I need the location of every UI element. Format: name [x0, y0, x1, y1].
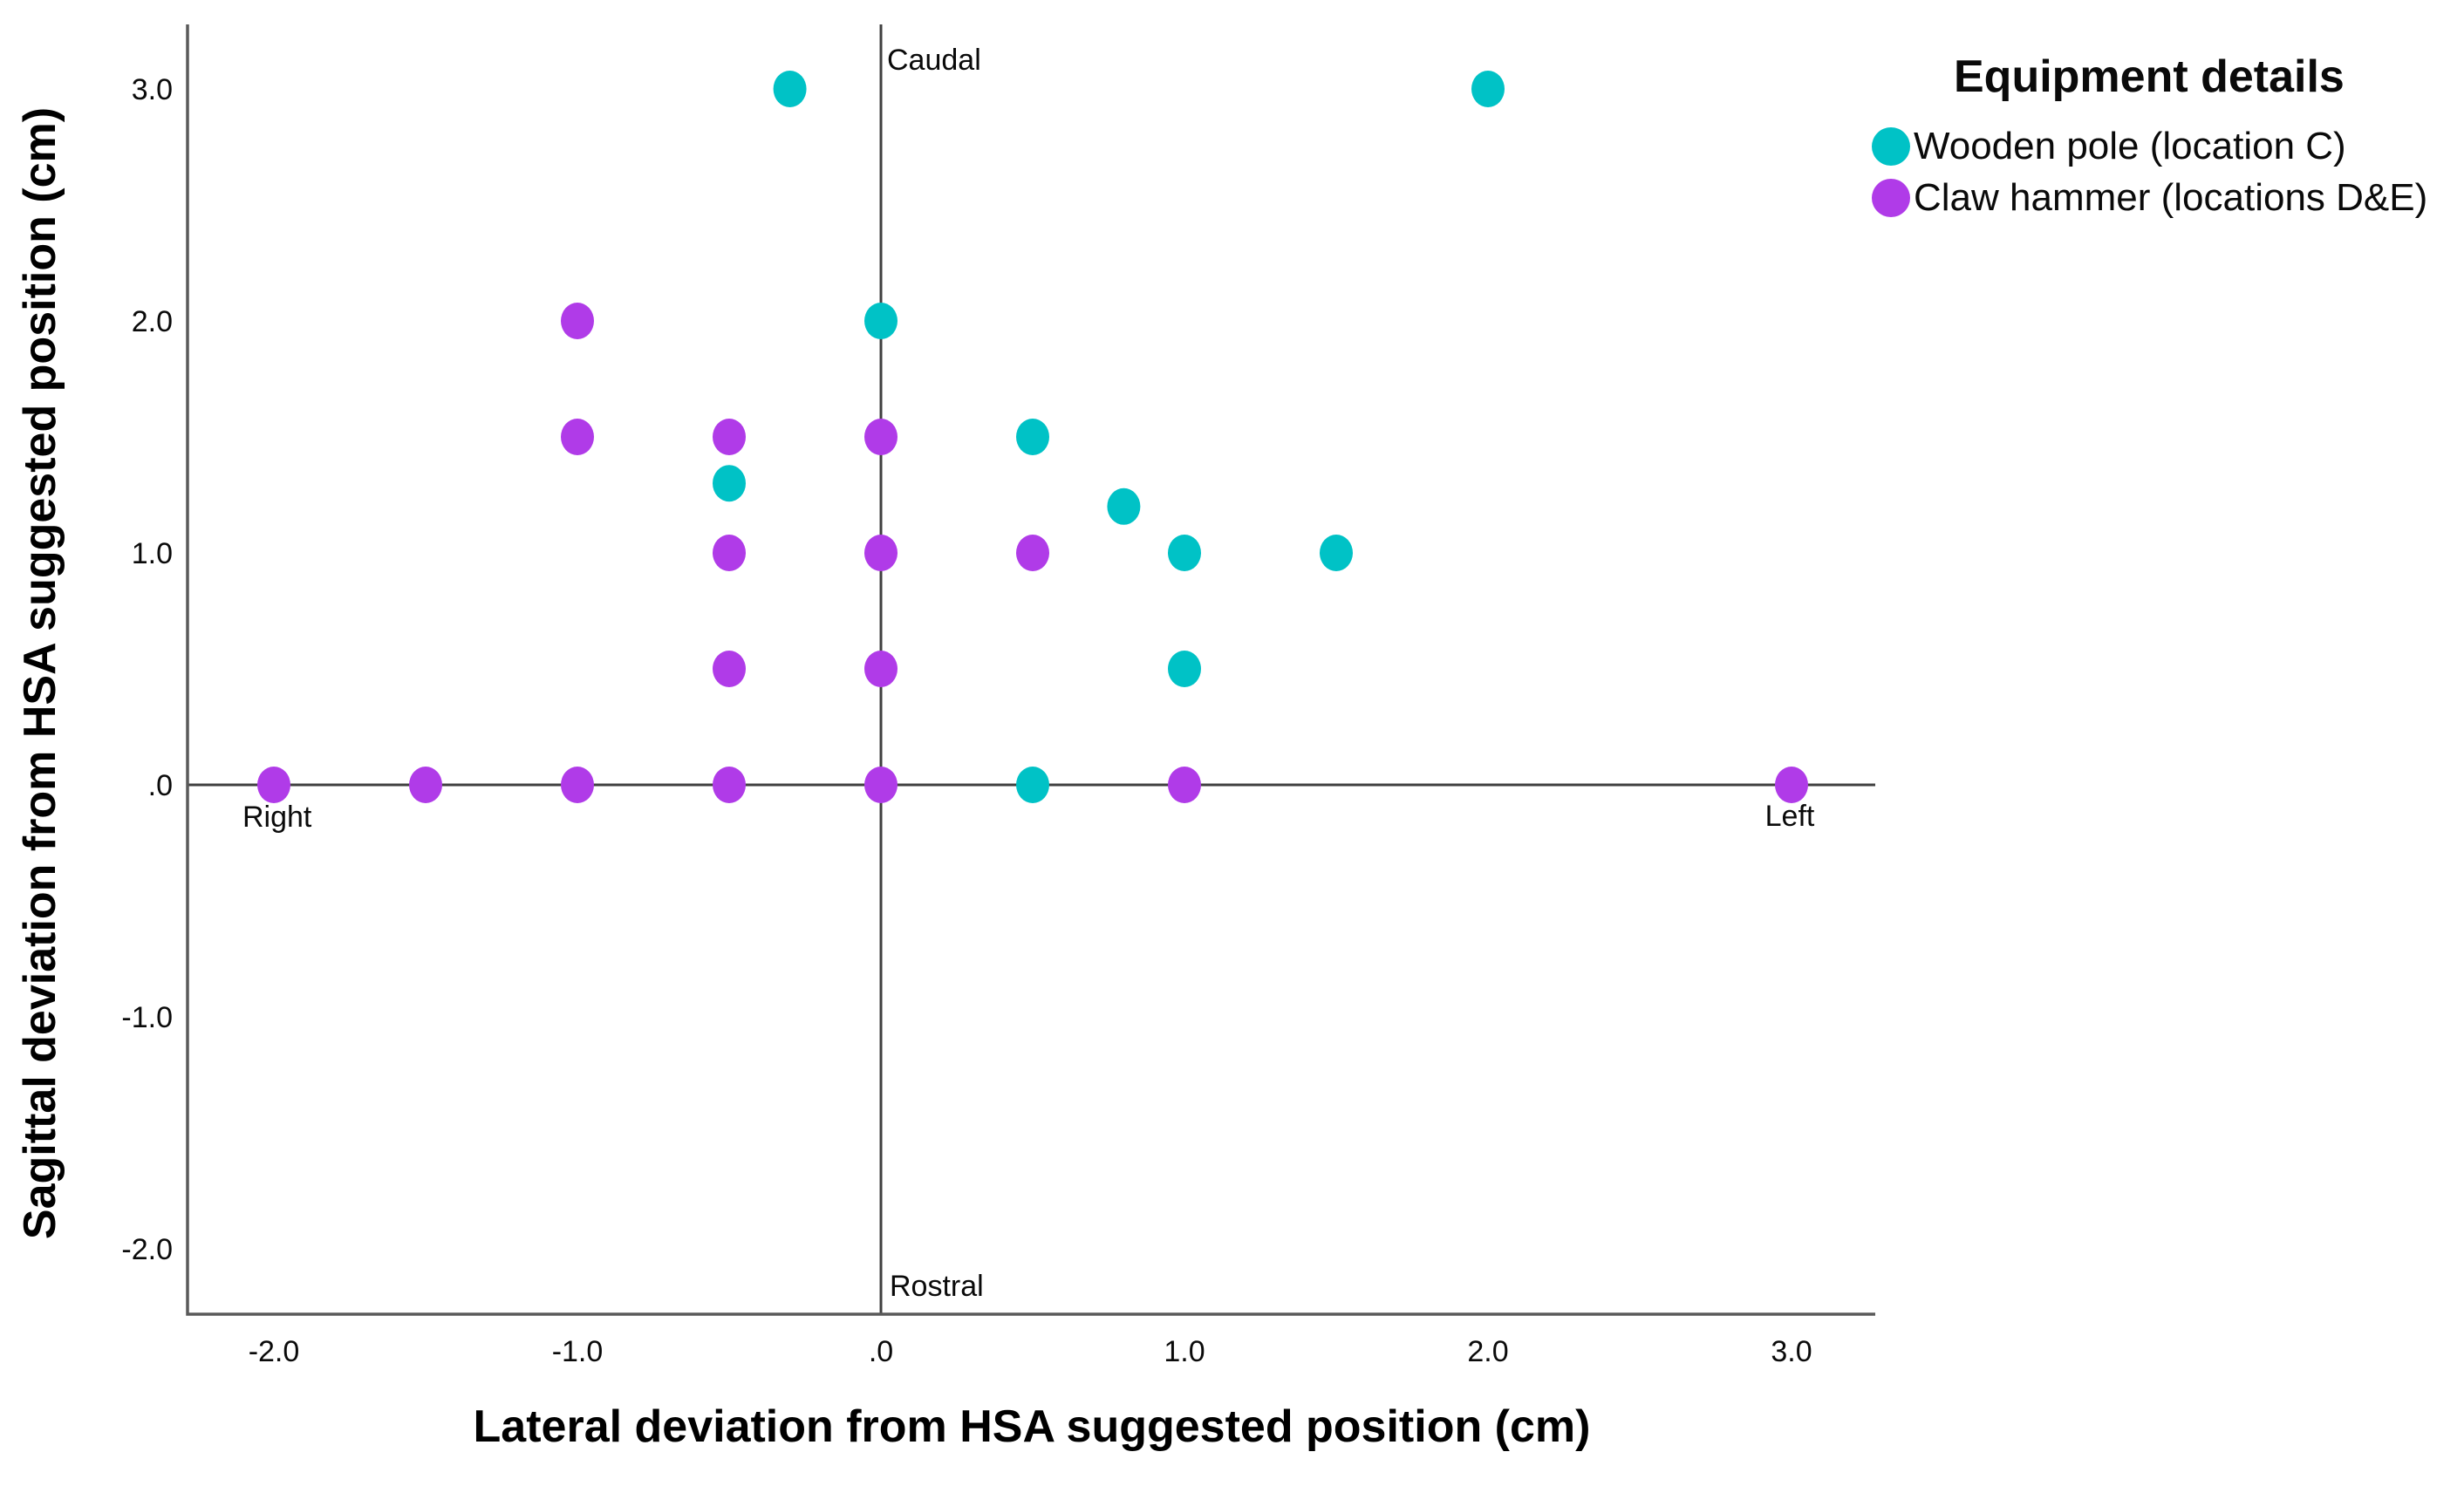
legend-item-wooden-pole: Wooden pole (location C) — [1872, 121, 2346, 172]
data-point-wooden-pole — [1168, 535, 1201, 571]
x-tick-label: -1.0 — [552, 1335, 604, 1368]
y-tick-label: 3.0 — [132, 73, 173, 106]
x-tick-label: 2.0 — [1467, 1335, 1508, 1368]
data-point-claw-hammer — [1775, 767, 1808, 803]
data-point-claw-hammer — [1168, 767, 1201, 803]
x-axis-title: Lateral deviation from HSA suggested pos… — [473, 1401, 1591, 1452]
x-tick-label: 1.0 — [1164, 1335, 1205, 1368]
x-tick-label: -2.0 — [249, 1335, 300, 1368]
data-point-claw-hammer — [561, 767, 594, 803]
data-point-claw-hammer — [864, 535, 898, 571]
data-point-wooden-pole — [713, 465, 746, 502]
data-point-claw-hammer — [409, 767, 442, 803]
data-point-wooden-pole — [1320, 535, 1353, 571]
data-point-wooden-pole — [1471, 71, 1505, 107]
y-tick-label: 1.0 — [132, 537, 173, 570]
data-point-claw-hammer — [713, 767, 746, 803]
x-tick-label: 3.0 — [1771, 1335, 1812, 1368]
legend-label-wooden-pole: Wooden pole (location C) — [1914, 125, 2346, 167]
annotation-caudal: Caudal — [887, 44, 981, 77]
data-point-claw-hammer — [713, 419, 746, 455]
data-point-claw-hammer — [864, 651, 898, 687]
legend-marker-claw-hammer-icon — [1872, 179, 1910, 217]
legend-label-claw-hammer: Claw hammer (locations D&E) — [1914, 176, 2428, 219]
x-tick-label: .0 — [869, 1335, 893, 1368]
data-point-wooden-pole — [1016, 419, 1049, 455]
legend-item-claw-hammer: Claw hammer (locations D&E) — [1872, 173, 2427, 223]
data-point-claw-hammer — [561, 303, 594, 339]
data-point-claw-hammer — [713, 535, 746, 571]
y-axis-title: Sagittal deviation from HSA suggested po… — [15, 106, 65, 1240]
data-point-wooden-pole — [1016, 767, 1049, 803]
y-tick-label: .0 — [148, 769, 173, 802]
legend-marker-wooden-pole-icon — [1872, 127, 1910, 166]
annotation-right: Right — [242, 801, 312, 834]
y-tick-label: -1.0 — [121, 1001, 173, 1034]
data-point-claw-hammer — [1016, 535, 1049, 571]
data-point-wooden-pole — [1107, 487, 1141, 525]
annotation-left: Left — [1764, 800, 1815, 833]
axis-frame — [186, 24, 1875, 1316]
annotation-rostral: Rostral — [890, 1270, 984, 1303]
data-point-wooden-pole — [1168, 651, 1201, 687]
data-point-claw-hammer — [713, 651, 746, 687]
data-point-wooden-pole — [864, 303, 898, 339]
data-point-claw-hammer — [561, 419, 594, 455]
data-point-wooden-pole — [773, 71, 807, 107]
legend-title: Equipment details — [1954, 51, 2345, 102]
y-tick-label: -2.0 — [121, 1233, 173, 1266]
y-tick-label: 2.0 — [132, 305, 173, 338]
data-point-claw-hammer — [864, 767, 898, 803]
data-point-claw-hammer — [864, 419, 898, 455]
data-point-claw-hammer — [257, 767, 290, 803]
